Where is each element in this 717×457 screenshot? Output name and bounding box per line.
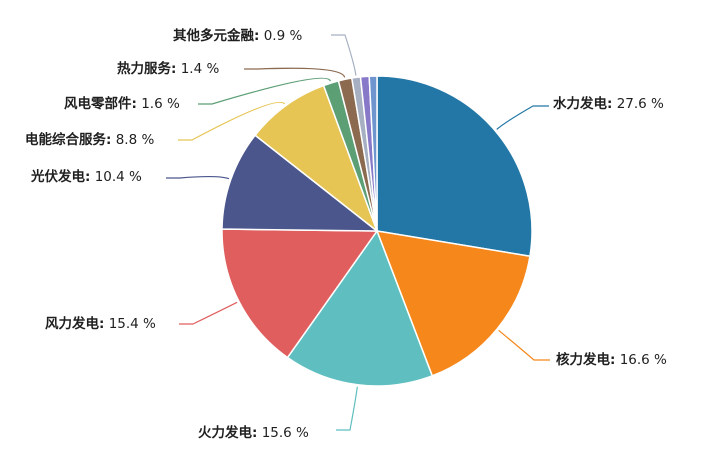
pie-slices (221, 75, 533, 387)
slice-label: 风电零部件: 1.6 % (64, 95, 180, 112)
slice-label: 风力发电: 15.4 % (45, 315, 156, 332)
slice-label-name: 其他多元金融: (173, 27, 259, 44)
leader-line (198, 77, 331, 105)
slice-label-name: 光伏发电: (30, 168, 90, 185)
slice-label-name: 电能综合服务: (25, 131, 111, 148)
slice-label-value: 0.9 % (259, 28, 302, 44)
slice-label: 核力发电: 16.6 % (556, 351, 667, 368)
slice-label-value: 16.6 % (615, 352, 667, 368)
leader-lines (166, 34, 550, 431)
slice-label: 水力发电: 27.6 % (553, 95, 664, 112)
slice-label: 火力发电: 15.6 % (198, 424, 309, 441)
slice-label: 热力服务: 1.4 % (117, 60, 219, 77)
slice-label-value: 10.4 % (90, 169, 142, 185)
pie-slice[interactable] (368, 75, 378, 232)
slice-label-name: 风力发电: (45, 315, 104, 332)
leader-line (244, 67, 346, 78)
leader-line (166, 175, 230, 180)
slice-label: 电能综合服务: 8.8 % (25, 131, 154, 148)
leader-line (496, 105, 549, 130)
slice-label-value: 15.6 % (257, 425, 309, 441)
pie-slice[interactable] (286, 229, 434, 387)
slice-label-value: 8.8 % (111, 132, 154, 148)
slice-label: 其他多元金融: 0.9 % (173, 27, 302, 44)
slice-label-value: 1.6 % (137, 96, 180, 112)
slice-label-value: 1.4 % (176, 61, 219, 77)
pie-slice[interactable] (376, 75, 533, 258)
slice-label-name: 热力服务: (117, 60, 176, 77)
pie-slice[interactable] (221, 134, 380, 232)
slice-label: 光伏发电: 10.4 % (30, 168, 142, 185)
leader-line (336, 386, 358, 431)
slice-label-name: 核力发电: (556, 351, 615, 368)
pie-slice[interactable] (254, 84, 379, 234)
leader-line (498, 329, 550, 361)
slice-label-value: 27.6 % (612, 96, 664, 112)
slice-label-name: 风电零部件: (64, 95, 137, 112)
pie-slice[interactable] (221, 228, 379, 359)
slice-label-name: 火力发电: (198, 424, 257, 441)
leader-line (178, 101, 286, 141)
leader-line (331, 34, 357, 76)
slice-label-name: 水力发电: (553, 95, 612, 112)
leader-line (179, 301, 238, 325)
slice-labels: 水力发电: 27.6 % 核力发电: 16.6 % 火力发电: 15.6 % 风力发电… (25, 27, 667, 441)
slice-label-value: 15.4 % (104, 316, 156, 332)
pie-slice[interactable] (375, 230, 531, 377)
